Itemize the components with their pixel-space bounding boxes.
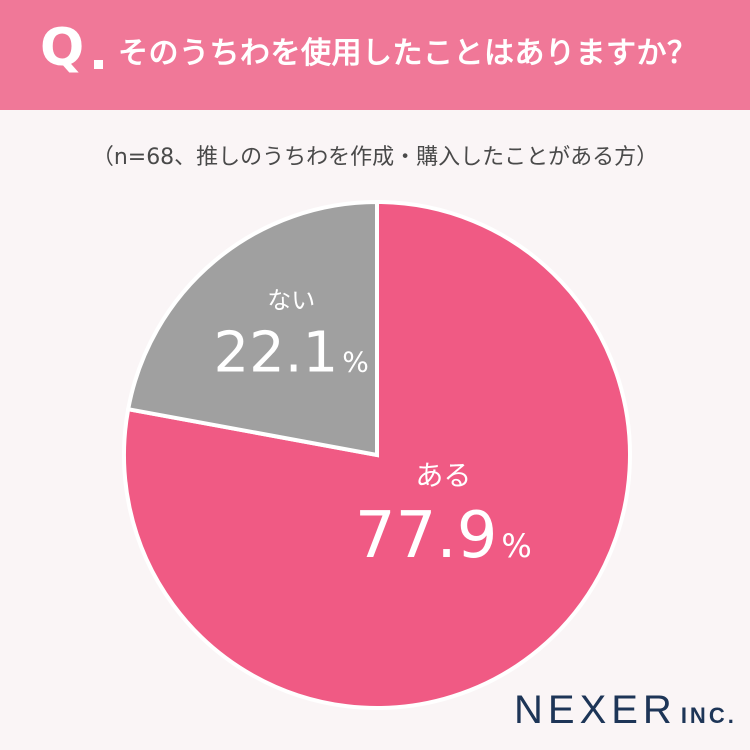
slice-label-category: ない — [267, 286, 315, 314]
logo-inc: INC. — [680, 703, 737, 728]
pie-slice-no — [125, 199, 379, 458]
q-dot — [94, 60, 103, 69]
slice-label-percent: 77.9% — [355, 499, 532, 573]
logo-main: NEXER — [514, 688, 677, 732]
slice-label-category: ある — [415, 459, 471, 492]
question-text: そのうちわを使用したことはありますか？ — [118, 36, 698, 71]
nexer-logo: NEXER INC. — [514, 688, 737, 733]
question-header: Q そのうちわを使用したことはありますか？ — [0, 0, 750, 110]
slice-label-percent: 22.1% — [214, 321, 369, 386]
q-mark: Q — [40, 18, 85, 78]
sample-note: （n=68、推しのうちわを作成・購入したことがある方） — [91, 145, 659, 170]
